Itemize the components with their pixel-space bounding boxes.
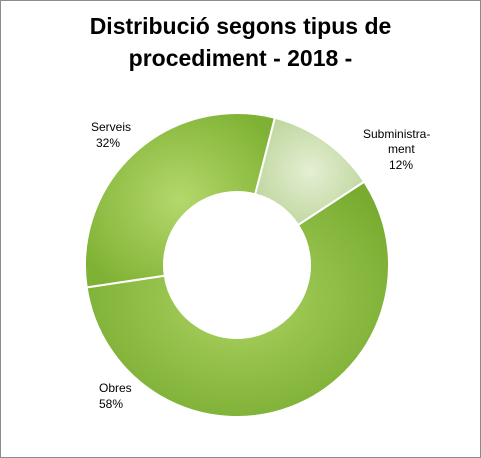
chart-title-line-1: Distribució segons tipus de [89,13,392,39]
label-obres: Obres [99,381,132,395]
slice-obres [85,180,390,418]
chart-title-line-2: procediment - 2018 - [128,45,353,71]
slice-serveis [84,112,277,289]
pct-serveis: 32% [96,136,120,150]
pct-subministrament: 12% [389,158,413,172]
label-subministrament-1: Subministra- [363,127,430,141]
label-subministrament-2: ment [388,142,415,156]
pct-obres: 58% [99,397,123,411]
label-serveis: Serveis [91,120,131,134]
